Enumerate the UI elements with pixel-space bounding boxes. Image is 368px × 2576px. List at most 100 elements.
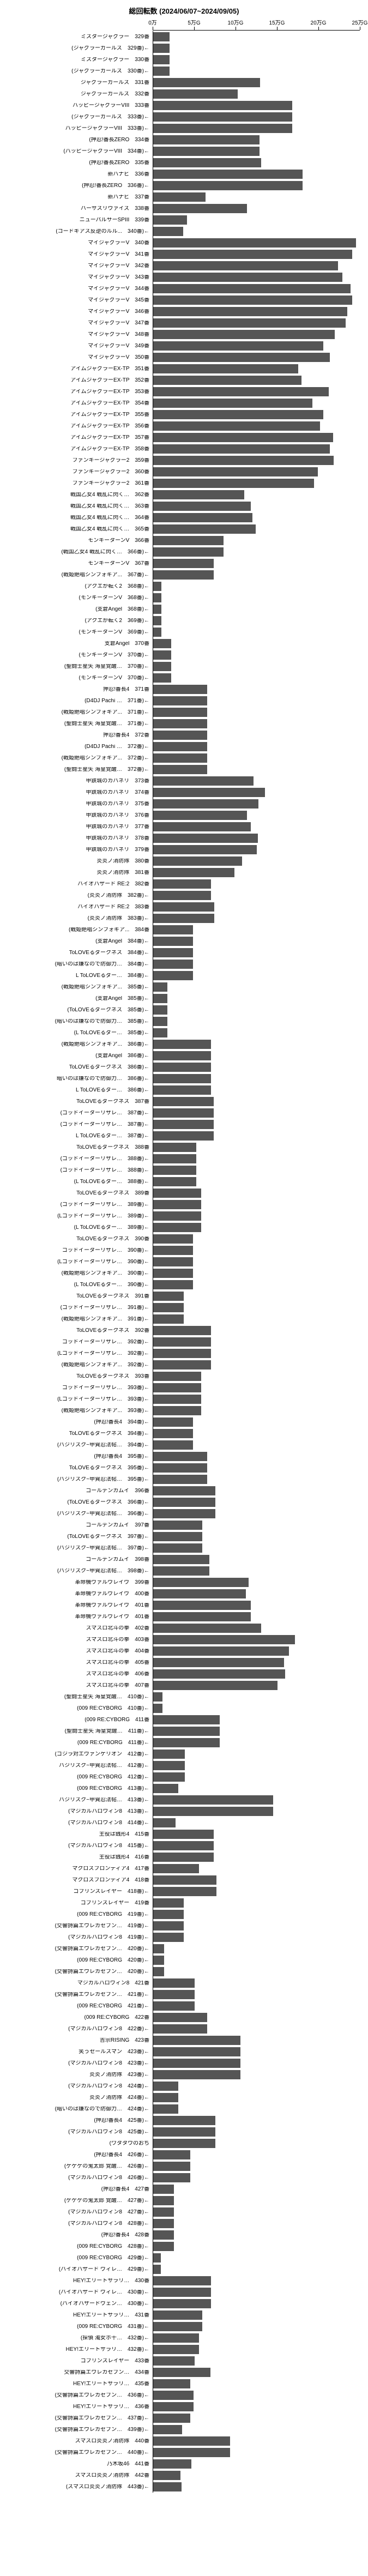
chart-row: ToLOVEるダークネス 391番 <box>0 1290 368 1302</box>
chart-row: L ToLOVEるダー… 384番)← <box>0 970 368 981</box>
bar-area <box>153 970 360 981</box>
chart-row: (戦姫絶唱シンフォギア... 391番)← <box>0 1313 368 1325</box>
chart-row: (押忍!番長ZERO 335番 <box>0 157 368 168</box>
bar-area <box>153 2355 360 2367</box>
bar-area <box>153 2401 360 2412</box>
bar-area <box>153 1313 360 1325</box>
row-label: ジャグラーガールズ 331番 <box>0 80 153 86</box>
bar <box>153 879 211 889</box>
bar <box>153 158 261 167</box>
row-label: (押忍!番長4 427番 <box>0 2187 153 2192</box>
bar <box>153 32 170 41</box>
chart-row: (暗いのは嫌なので防御力… 384番)← <box>0 958 368 970</box>
row-label: ファンキージャグラー2 359番 <box>0 458 153 463</box>
bar-area <box>153 1817 360 1829</box>
row-label: (009 RE:CYBORG 419番)← <box>0 1912 153 1917</box>
bar <box>153 238 356 248</box>
row-label: マイジャグラーV 345番 <box>0 298 153 303</box>
row-label: アイムジャグラーEX-TP 351番 <box>0 366 153 372</box>
row-label: (ジャグラーガールズ 333番)← <box>0 114 153 120</box>
bar-area <box>153 661 360 672</box>
chart-row: (交響詩篇エウレカセブン… 419番)← <box>0 1920 368 1932</box>
row-label: (バジリスク~甲賀忍法帖… 397番)← <box>0 1546 153 1551</box>
bar-area <box>153 409 360 420</box>
bar-area <box>153 443 360 455</box>
chart-row: (ゴッドイーターリザレ… 388番)← <box>0 1165 368 1176</box>
row-label: 炎炎ノ消防隊 380番 <box>0 859 153 864</box>
chart-row: 革命機ヴァルヴレイヴ 401番 <box>0 1600 368 1611</box>
bar <box>153 1154 196 1163</box>
bar <box>153 708 207 717</box>
bar <box>153 1486 215 1495</box>
bar-area <box>153 1840 360 1851</box>
bar-area <box>153 2115 360 2126</box>
chart-row: (モンキーターンV 368番)← <box>0 592 368 604</box>
bar-area <box>153 1806 360 1817</box>
bar <box>153 1395 201 1404</box>
row-label: (アクエが転く2 368番)← <box>0 584 153 589</box>
bar <box>153 261 338 270</box>
chart-row: (D4DJ Pachi … 372番)← <box>0 741 368 752</box>
chart-row: 革命機ヴァルヴレイヴ 401番 <box>0 1611 368 1622</box>
bar-area <box>153 1611 360 1622</box>
bar <box>153 2459 191 2469</box>
chart-row: (モンキーターンV 370番)← <box>0 672 368 684</box>
bar <box>153 2150 190 2159</box>
row-label: (交響詩篇エウレカセブン… 437番)← <box>0 2416 153 2421</box>
row-label: (マジカルハロウィン8 413番)← <box>0 1809 153 1814</box>
row-label: (戦姫絶唱シンフォギア... 384番 <box>0 927 153 933</box>
row-label: (マジカルハロウィン8 422番)← <box>0 2026 153 2032</box>
row-label: ミスタージャグラー 330番 <box>0 57 153 63</box>
chart-row: (D4DJ Pachi … 371番)← <box>0 695 368 707</box>
chart-row: 甲鉄城のカバネリ 378番 <box>0 832 368 844</box>
bar-area <box>153 810 360 821</box>
row-label: スマスロ炎炎ノ消防隊 440番 <box>0 2439 153 2444</box>
bar-area <box>153 1600 360 1611</box>
bar <box>153 1875 216 1885</box>
chart-row: 主役は銭形4 416番 <box>0 1851 368 1863</box>
row-label: (マジカルハロウィン8 414番)← <box>0 1820 153 1826</box>
chart-row: アイムジャグラーEX-TP 354番 <box>0 397 368 409</box>
bar <box>153 2013 207 2022</box>
bar <box>153 2001 195 2011</box>
bar-area <box>153 2390 360 2401</box>
bar-area <box>153 1554 360 1565</box>
bar <box>153 2185 174 2194</box>
row-label: ゴッドイーターリザレ… 390番)← <box>0 1248 153 1253</box>
bar <box>153 2368 210 2377</box>
bar-area <box>153 844 360 855</box>
bar-area <box>153 1622 360 1634</box>
chart-row: (暗いのは嫌なので防御力… 385番)← <box>0 1016 368 1027</box>
row-label: (バイオハザード ヴィレ… 429番)← <box>0 2267 153 2272</box>
bar-area <box>153 718 360 729</box>
row-label: (マジカルハロウィン8 428番)← <box>0 2221 153 2227</box>
row-label: (聖闘士星矢 海皇覚醒… 370番)← <box>0 664 153 669</box>
row-label: マイジャグラーV 347番 <box>0 321 153 326</box>
bar <box>153 1280 193 1289</box>
bar <box>153 788 265 797</box>
bar <box>153 376 301 385</box>
bar-area <box>153 2069 360 2080</box>
chart-row: (押忍!番長4 427番 <box>0 2183 368 2195</box>
row-label: ゴブリンスレイヤー 433番 <box>0 2358 153 2364</box>
bar-area <box>153 2183 360 2195</box>
chart-row: HEY!エリートサラリ… 435番 <box>0 2378 368 2390</box>
chart-row: (交響詩篇エウレカセブン… 439番)← <box>0 2424 368 2435</box>
axis-tick-label: 15万G <box>269 18 285 26</box>
bar-area <box>153 375 360 386</box>
row-label: バイオハザード RE:2 383番 <box>0 904 153 910</box>
bar-area <box>153 535 360 546</box>
bar <box>153 1406 201 1415</box>
bar <box>153 902 214 912</box>
bar <box>153 2116 215 2125</box>
bar <box>153 330 335 339</box>
chart-row: マイジャグラーV 341番 <box>0 249 368 260</box>
bar <box>153 673 171 683</box>
bar <box>153 2024 207 2034</box>
bar <box>153 1521 202 1530</box>
row-label: ToLOVEるダークネス 394番)← <box>0 1431 153 1437</box>
chart-row: アイムジャグラーEX-TP 355番 <box>0 409 368 420</box>
chart-row: 甲鉄城のカバネリ 375番 <box>0 798 368 810</box>
bar-area <box>153 1497 360 1508</box>
bar-area <box>153 420 360 432</box>
